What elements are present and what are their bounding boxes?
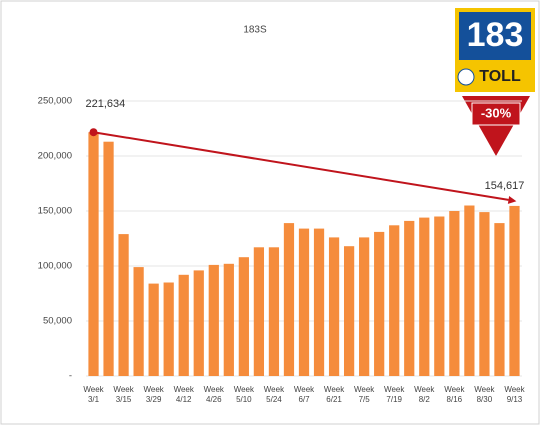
x-tick-label: Week 9/13 xyxy=(504,385,525,404)
bar xyxy=(298,228,310,376)
x-tick-label: Week 3/1 xyxy=(83,385,104,404)
y-tick-label: 200,000 xyxy=(38,151,72,162)
y-tick-label: 100,000 xyxy=(38,261,72,272)
logo-top xyxy=(459,12,531,60)
bar xyxy=(419,217,430,376)
x-tick-label: Week 7/5 xyxy=(354,385,375,404)
bar xyxy=(253,247,265,376)
bar xyxy=(238,257,249,376)
bar xyxy=(88,132,99,376)
trend-start xyxy=(89,128,98,137)
y-tick-label: 150,000 xyxy=(38,206,72,217)
x-tick-label: Week 5/24 xyxy=(264,385,285,404)
logo-star xyxy=(457,68,475,86)
bar xyxy=(328,237,340,376)
x-tick-label: Week 7/19 xyxy=(384,385,405,404)
logo-number: 183 xyxy=(467,16,524,54)
x-tick-label: Week 6/7 xyxy=(294,385,315,404)
bar xyxy=(208,264,219,376)
bar xyxy=(449,211,460,376)
bar xyxy=(163,282,174,376)
bar xyxy=(494,223,505,376)
x-tick-label: Week 5/10 xyxy=(234,385,255,404)
bar xyxy=(268,247,280,376)
logo: 183 TOLL xyxy=(455,8,535,92)
bar xyxy=(404,220,415,376)
bar xyxy=(434,216,445,376)
value-label: 221,634 xyxy=(86,98,126,110)
decline-badge xyxy=(471,102,521,126)
bar xyxy=(148,283,159,376)
y-tick-label: - xyxy=(69,371,72,382)
bar xyxy=(223,263,234,376)
bar xyxy=(509,205,520,376)
bar xyxy=(178,274,189,376)
x-tick-label: Week 4/26 xyxy=(204,385,225,404)
x-tick-label: Week 3/29 xyxy=(143,385,164,404)
bar xyxy=(389,225,400,376)
trend-line xyxy=(93,131,509,201)
x-tick-label: Week 6/21 xyxy=(324,385,345,404)
y-tick-label: 50,000 xyxy=(43,316,72,327)
bar xyxy=(313,228,325,376)
y-tick-label: 250,000 xyxy=(38,96,72,107)
value-label: 154,617 xyxy=(485,180,525,192)
bar xyxy=(118,234,129,376)
bar xyxy=(103,141,114,376)
bar xyxy=(133,267,144,376)
x-tick-label: Week 3/15 xyxy=(113,385,134,404)
x-tick-label: Week 8/30 xyxy=(474,385,495,404)
bar xyxy=(374,231,385,376)
decline-label: -30% xyxy=(481,105,512,120)
x-tick-label: Week 8/2 xyxy=(414,385,435,404)
bar xyxy=(283,223,295,376)
bar xyxy=(193,270,204,376)
x-tick-label: Week 8/16 xyxy=(444,385,465,404)
bar xyxy=(479,212,490,376)
logo-text: TOLL xyxy=(479,68,521,85)
bar xyxy=(464,205,475,376)
chart-title: 183S xyxy=(243,25,267,36)
x-tick-label: Week 4/12 xyxy=(174,385,195,404)
bar xyxy=(343,246,355,376)
bar xyxy=(359,237,370,376)
trend-arrowhead xyxy=(507,195,517,204)
